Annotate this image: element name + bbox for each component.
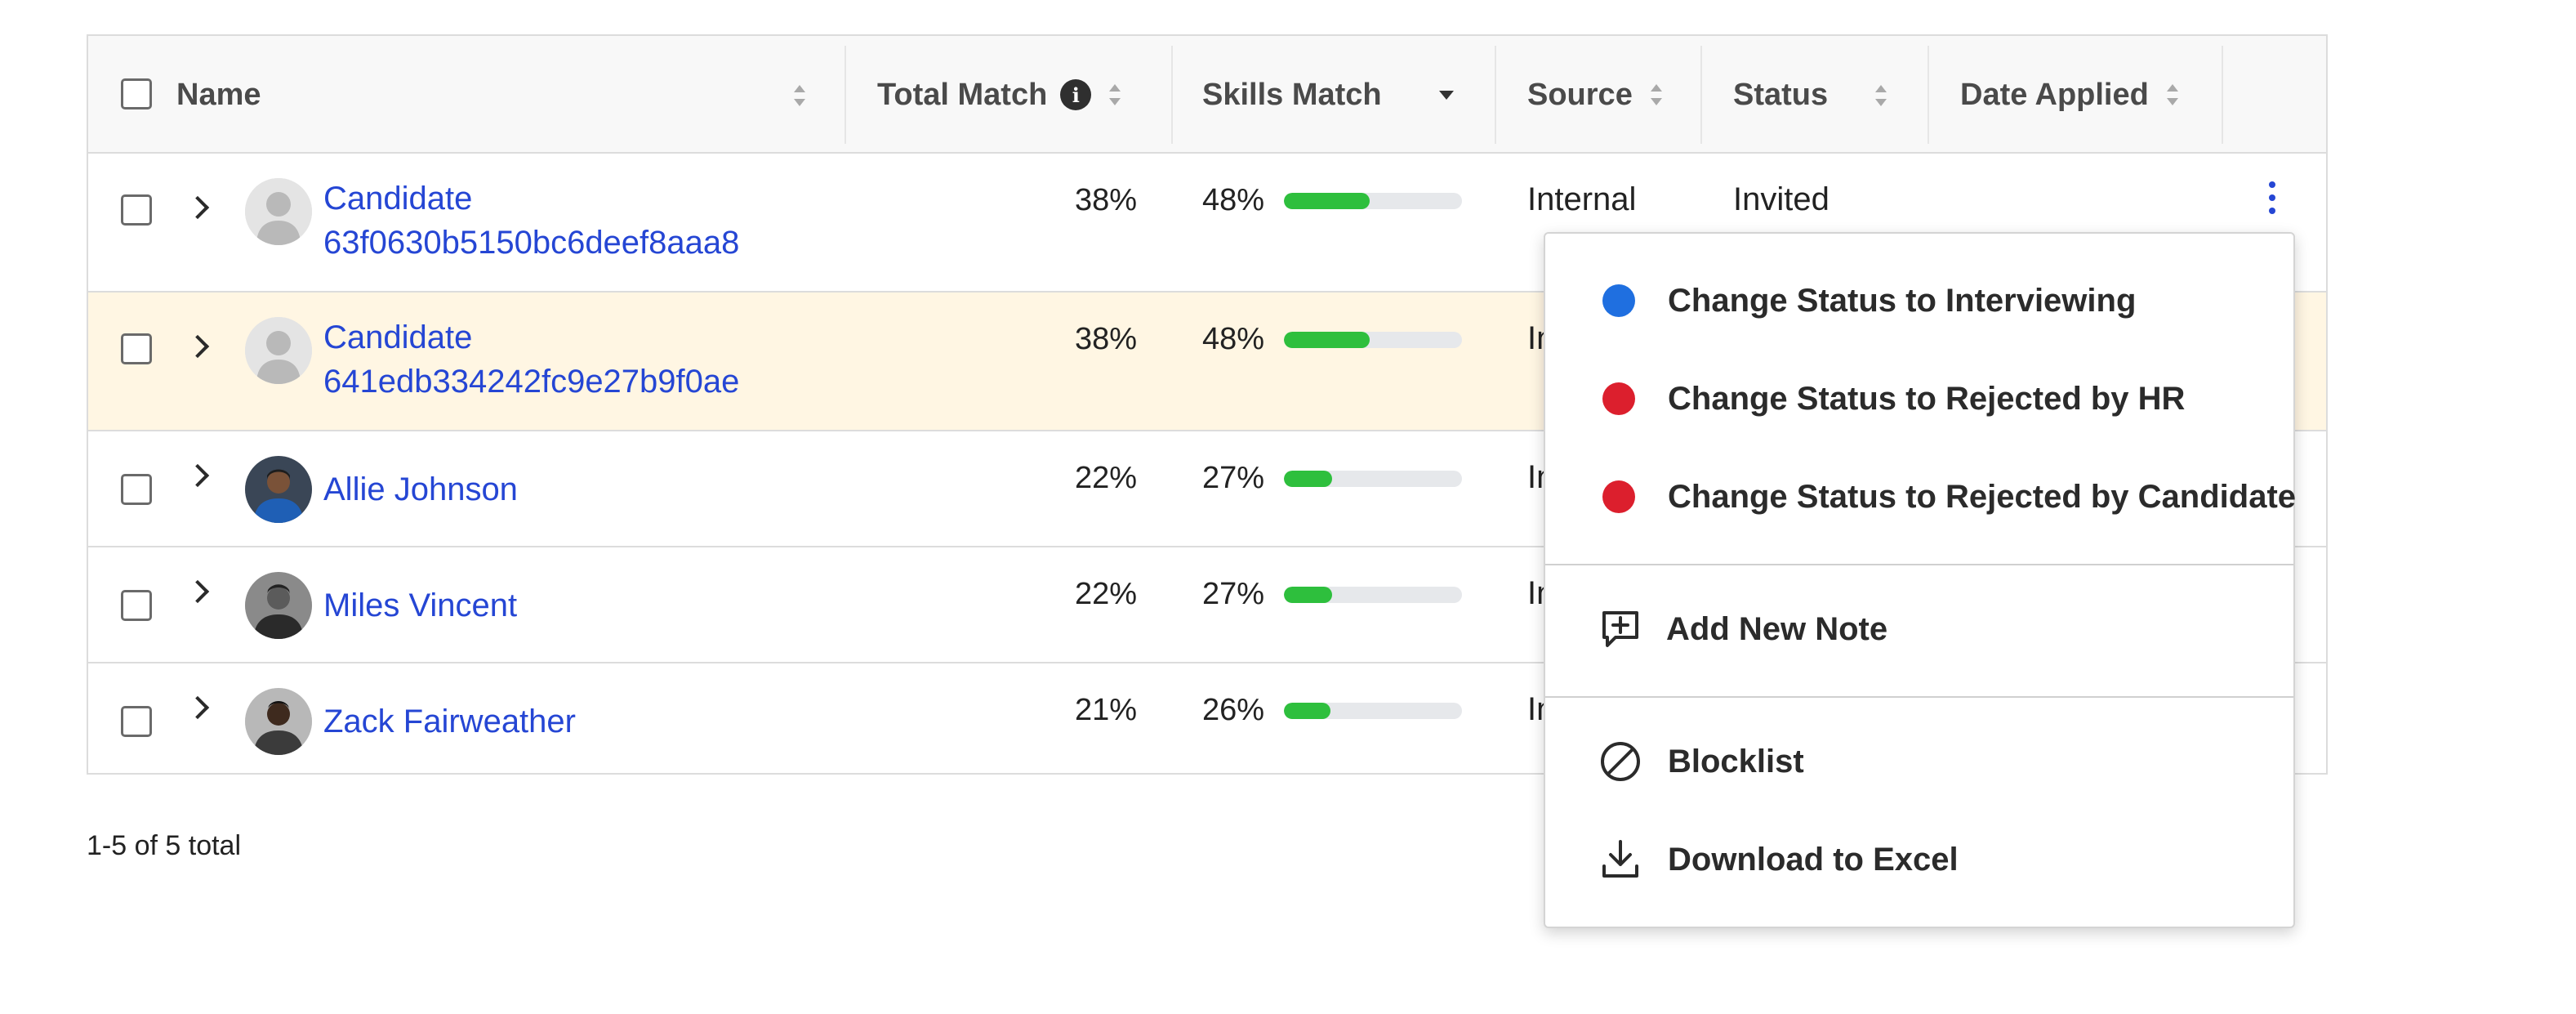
source-value: Internal — [1527, 181, 1637, 217]
candidate-name-link[interactable]: Candidate 63f0630b5150bc6deef8aaa8 — [323, 181, 740, 261]
menu-item-change-status-interviewing[interactable]: Change Status to Interviewing — [1545, 260, 2293, 342]
expand-chevron-icon[interactable] — [185, 195, 210, 220]
candidate-name-link[interactable]: Allie Johnson — [323, 471, 518, 507]
sort-icon[interactable] — [1109, 84, 1121, 105]
menu-divider — [1545, 564, 2293, 565]
person-photo — [245, 456, 312, 523]
placeholder-person-icon — [245, 178, 312, 245]
avatar — [245, 688, 312, 755]
expand-chevron-icon[interactable] — [185, 695, 210, 720]
person-photo — [245, 572, 312, 639]
column-header-source[interactable]: Source — [1527, 36, 1662, 154]
menu-item-change-status-rejected-candidate[interactable]: Change Status to Rejected by Candidate — [1545, 456, 2296, 538]
total-match-value: 21% — [1075, 693, 1138, 727]
skills-match-bar — [1284, 703, 1462, 719]
menu-item-blocklist[interactable]: Blocklist — [1545, 721, 2293, 802]
sort-icon[interactable] — [1650, 84, 1662, 105]
column-label: Source — [1527, 77, 1633, 112]
sort-icon[interactable] — [794, 85, 805, 106]
expand-chevron-icon[interactable] — [185, 463, 210, 488]
skills-match-bar — [1284, 587, 1462, 603]
sort-icon[interactable] — [2166, 84, 2178, 105]
menu-item-change-status-rejected-hr[interactable]: Change Status to Rejected by HR — [1545, 358, 2293, 440]
info-icon[interactable]: i — [1060, 79, 1092, 110]
skills-match-value: 48% — [1202, 183, 1265, 217]
status-dot-icon — [1602, 284, 1635, 317]
total-match-value: 38% — [1075, 322, 1138, 356]
menu-item-download-excel[interactable]: Download to Excel — [1545, 819, 2293, 900]
expand-chevron-icon[interactable] — [185, 579, 210, 604]
column-header-status[interactable]: Status — [1733, 36, 1828, 154]
column-header-date-applied[interactable]: Date Applied — [1960, 36, 2178, 154]
avatar — [245, 178, 312, 245]
skills-match-value: 27% — [1202, 577, 1265, 611]
avatar — [245, 456, 312, 523]
expand-chevron-icon[interactable] — [185, 334, 210, 359]
avatar — [245, 572, 312, 639]
table-row: Zack Fairweather 21% 26% In — [88, 663, 2326, 776]
menu-divider — [1545, 696, 2293, 698]
skills-match-value: 26% — [1202, 693, 1265, 727]
sort-descending-icon[interactable] — [1438, 90, 1454, 100]
column-label: Name — [176, 77, 261, 112]
add-note-icon — [1602, 611, 1638, 647]
column-label: Total Match — [877, 77, 1048, 112]
row-checkbox[interactable] — [121, 194, 152, 226]
candidate-name-link[interactable]: Zack Fairweather — [323, 704, 576, 739]
pagination-summary: 1-5 of 5 total — [87, 830, 242, 861]
column-header-name[interactable]: Name — [176, 36, 261, 154]
candidate-name-link[interactable]: Candidate 641edb334242fc9e27b9f0ae — [323, 319, 740, 400]
skills-match-bar — [1284, 332, 1462, 348]
row-checkbox[interactable] — [121, 590, 152, 621]
skills-match-bar — [1284, 471, 1462, 487]
column-label: Status — [1733, 77, 1829, 112]
skills-match-bar — [1284, 193, 1462, 209]
total-match-value: 38% — [1075, 183, 1138, 217]
avatar — [245, 317, 312, 384]
block-icon — [1601, 742, 1640, 781]
placeholder-person-icon — [245, 317, 312, 384]
skills-match-value: 27% — [1202, 461, 1265, 495]
sort-icon[interactable] — [1875, 85, 1887, 106]
row-checkbox[interactable] — [121, 706, 152, 737]
status-value: Invited — [1733, 181, 1829, 217]
menu-item-add-note[interactable]: Add New Note — [1545, 588, 2293, 670]
column-label: Skills Match — [1202, 77, 1382, 112]
total-match-value: 22% — [1075, 577, 1138, 611]
row-checkbox[interactable] — [121, 333, 152, 364]
status-dot-icon — [1602, 480, 1635, 513]
candidate-name-link[interactable]: Miles Vincent — [323, 587, 518, 623]
total-match-value: 22% — [1075, 461, 1138, 495]
download-icon — [1602, 840, 1638, 878]
table-row: Allie Johnson 22% 27% In — [88, 431, 2326, 547]
table-row: Candidate 63f0630b5150bc6deef8aaa8 38% 4… — [88, 154, 2326, 293]
status-dot-icon — [1602, 382, 1635, 415]
skills-match-value: 48% — [1202, 322, 1265, 356]
row-checkbox[interactable] — [121, 474, 152, 505]
row-actions-kebab-icon[interactable] — [2269, 181, 2275, 221]
row-actions-menu: Change Status to Interviewing Change Sta… — [1544, 232, 2296, 928]
person-photo — [245, 688, 312, 755]
table-header: Name Total Match i Skills Match Source S… — [88, 36, 2326, 154]
select-all-checkbox[interactable] — [121, 78, 152, 109]
column-header-skills-match[interactable]: Skills Match — [1202, 36, 1454, 154]
table-row: Miles Vincent 22% 27% In — [88, 547, 2326, 663]
column-header-total-match[interactable]: Total Match i — [877, 36, 1121, 154]
column-label: Date Applied — [1960, 77, 2149, 112]
